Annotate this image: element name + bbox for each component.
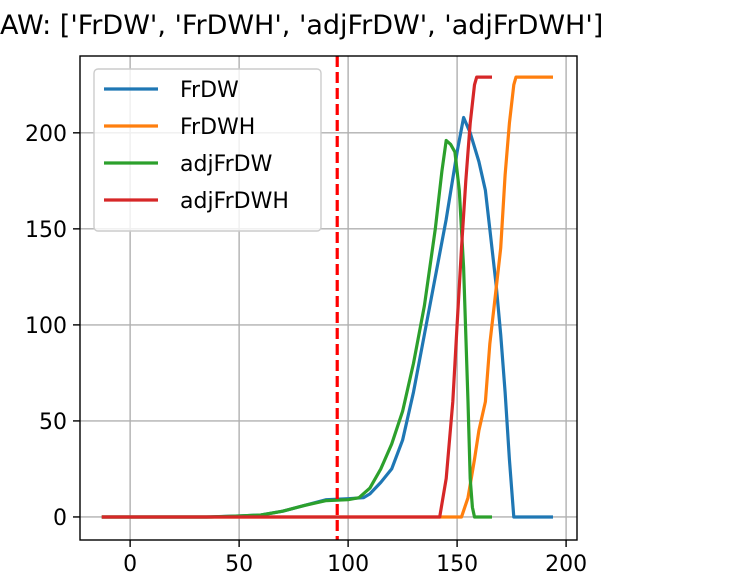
x-tick-label: 0 (123, 552, 137, 577)
legend-label-adjFrDWH: adjFrDWH (180, 189, 289, 214)
y-tick-label: 200 (25, 122, 67, 147)
x-tick-label: 50 (225, 552, 253, 577)
plot-area (101, 56, 553, 540)
series-line-adjFrDW (101, 138, 492, 519)
legend: FrDW FrDWH adjFrDW adjFrDWH (93, 68, 322, 232)
y-tick-label: 100 (25, 314, 67, 339)
y-tick-label: 150 (25, 218, 67, 243)
legend-box (93, 68, 322, 232)
series-line-FrDWH (101, 75, 553, 519)
x-tick-label: 100 (327, 552, 369, 577)
y-tick-label: 0 (53, 506, 67, 531)
x-tick-label: 150 (436, 552, 478, 577)
x-tick-label: 200 (545, 552, 587, 577)
axes: 0 50 100 150 200 0 50 100 150 200 (25, 55, 587, 577)
legend-label-adjFrDW: adjFrDW (180, 152, 273, 177)
y-tick-label: 50 (39, 410, 67, 435)
legend-label-FrDWH: FrDWH (180, 115, 255, 140)
legend-label-FrDW: FrDW (180, 78, 239, 103)
series-line-adjFrDWH (101, 75, 492, 519)
chart-title: AW: ['FrDW', 'FrDWH', 'adjFrDW', 'adjFrD… (0, 10, 604, 41)
plot-frame (79, 55, 578, 541)
